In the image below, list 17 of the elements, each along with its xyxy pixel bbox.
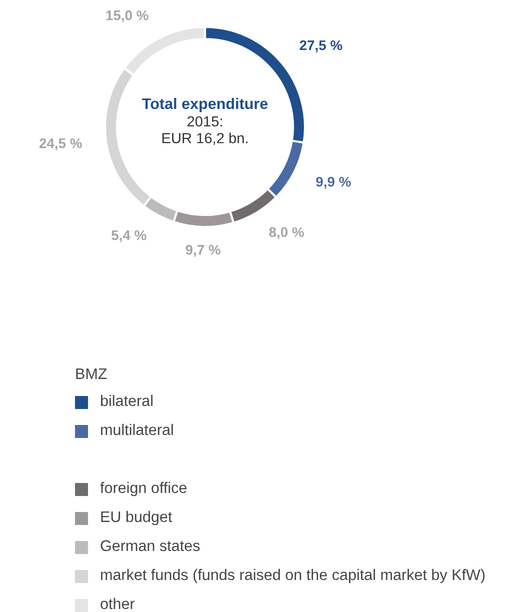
data-label: 15,0 % [106,10,148,22]
legend-title: BMZ [76,368,107,379]
legend-label: bilateral [100,394,152,406]
data-label: 27,5 % [300,40,342,52]
legend-label: market funds (funds raised on the capital market by KfW) [101,568,485,584]
legend-label: German states [100,540,200,552]
data-label: 5,4 % [112,230,146,242]
data-label: 9,7 % [186,244,220,257]
data-label: 8,0 % [269,227,304,240]
legend-label: multilateral [101,424,173,436]
data-label: 24,5 % [39,138,82,150]
data-label: 9,9 % [316,176,351,189]
legend-label: foreign office [100,482,187,496]
text: Total expenditure [142,98,268,112]
legend-label: EU budget [101,510,172,526]
text: 2015: EUR 16,2 bn. [162,116,248,146]
legend-label: other [100,598,135,610]
